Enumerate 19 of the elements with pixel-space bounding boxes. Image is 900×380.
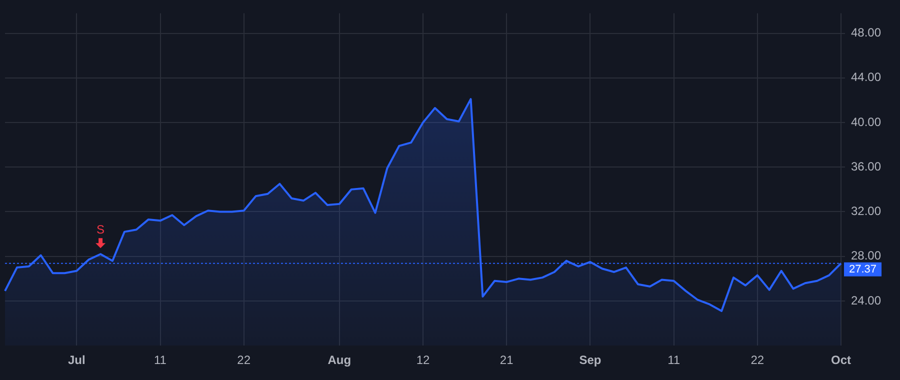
y-tick-label: 44.00 xyxy=(851,70,882,84)
x-tick-label: Sep xyxy=(579,353,602,368)
y-tick-label: 48.00 xyxy=(851,26,882,40)
x-tick-label: 22 xyxy=(237,353,251,368)
annotation: S xyxy=(96,222,105,236)
x-tick-label: Oct xyxy=(830,353,852,368)
x-tick-label: 11 xyxy=(668,353,680,368)
y-tick-label: 28.00 xyxy=(851,248,882,263)
x-tick-label: 12 xyxy=(416,353,430,368)
y-tick-label: 24.00 xyxy=(851,293,882,308)
y-tick-label: 32.00 xyxy=(851,204,882,218)
x-tick-label: 11 xyxy=(154,353,167,368)
x-tick-label: 21 xyxy=(500,353,514,368)
x-tick-label: 22 xyxy=(750,353,764,368)
y-tick-label: 36.00 xyxy=(851,159,882,174)
x-tick-label: Aug xyxy=(328,353,352,368)
ref-line-label: 27.37 xyxy=(849,263,877,276)
y-tick-label: 40.00 xyxy=(851,114,882,129)
x-tick-label: Jul xyxy=(68,353,86,368)
